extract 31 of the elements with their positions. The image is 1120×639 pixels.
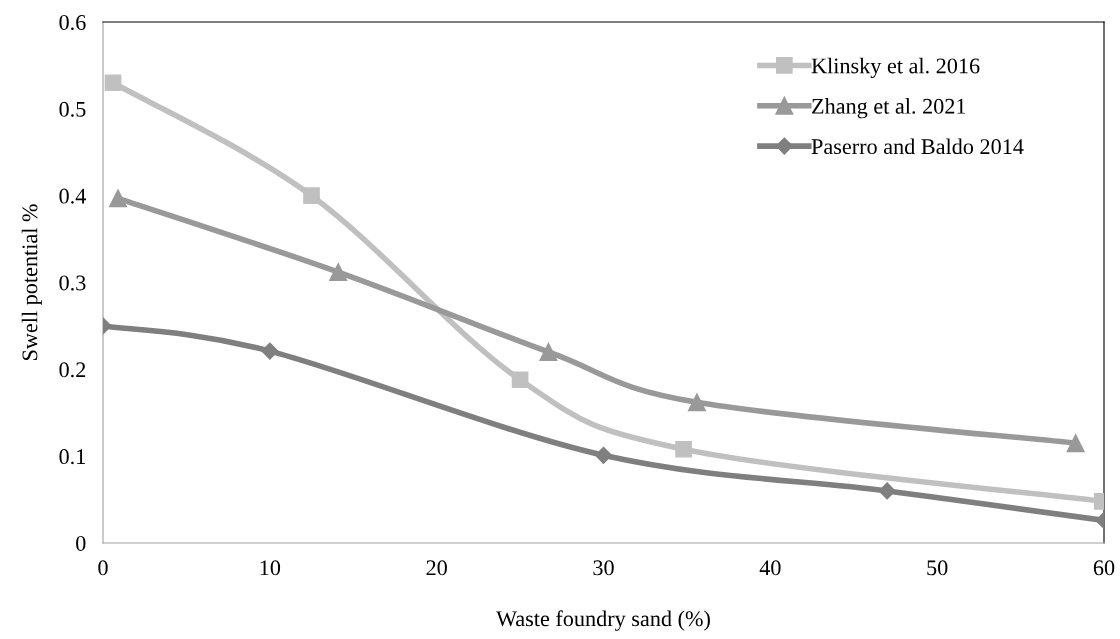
point [539,342,558,361]
y-tick-label: 0 [76,535,86,551]
point [303,187,320,205]
point [511,371,529,389]
x-axis-title: Waste foundry sand (%) [496,610,710,631]
point [104,74,122,92]
y-axis-title: Swell potential % [21,204,42,361]
point [108,189,128,208]
point [675,440,692,458]
legend-label: Zhang et al. 2021 [812,98,966,119]
y-tick-label: 0.1 [59,449,85,465]
point [594,446,613,464]
x-tick-label: 10 [260,560,281,576]
x-tick-label: 50 [927,560,948,576]
y-tick-label: 0.3 [59,275,86,291]
x-tick-label: 20 [426,560,447,576]
y-tick-label: 0.4 [59,188,86,204]
point [687,393,706,412]
y-tick-label: 0.6 [59,14,86,31]
x-tick-label: 40 [759,560,781,576]
y-tick-label: 0.5 [59,101,86,117]
legend-label: Paserro and Baldo 2014 [811,138,1024,155]
x-tick-label: 30 [593,560,614,576]
point [329,263,348,282]
x-tick-label: 60 [1093,560,1115,576]
point [878,482,896,500]
x-tick-label: 0 [98,560,108,576]
y-tick-label: 0.2 [59,362,86,378]
point [261,342,279,360]
point [1066,434,1085,453]
legend-label: Klinsky et al. 2016 [811,57,980,78]
